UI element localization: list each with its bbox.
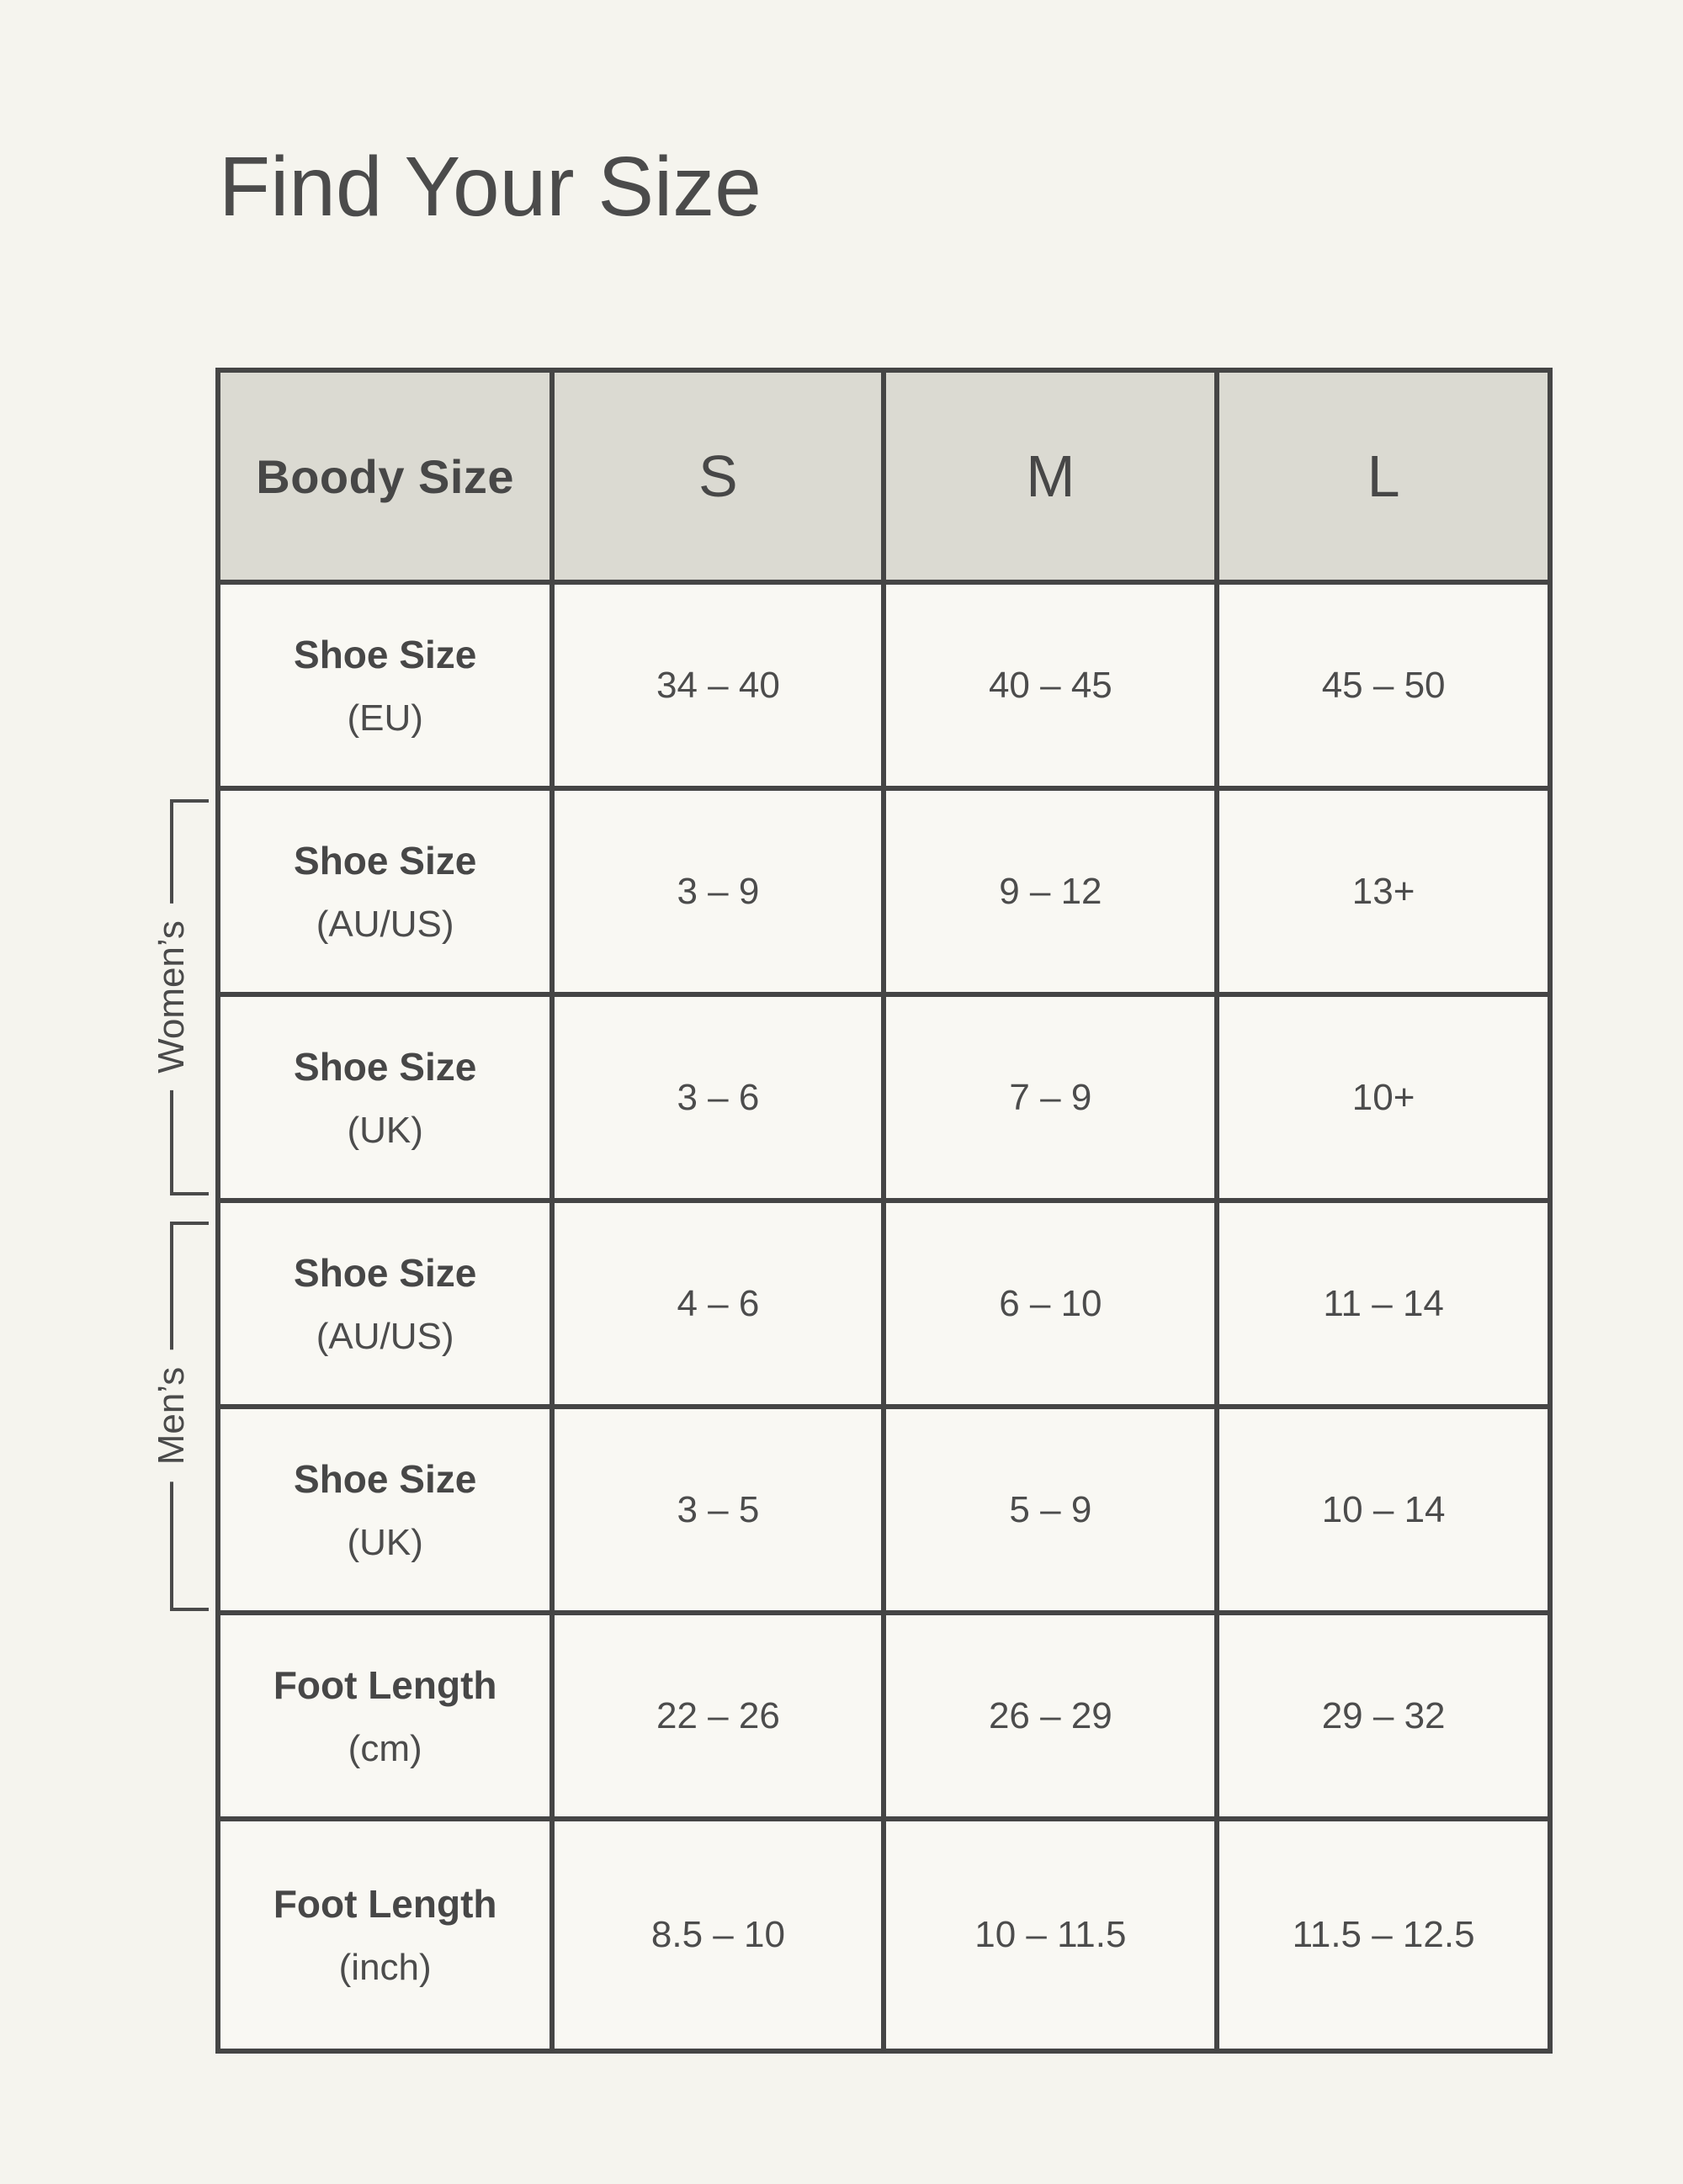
header-size-m: M xyxy=(881,368,1220,585)
table-header-row: Boody Size S M L xyxy=(215,368,1553,585)
page-title: Find Your Size xyxy=(219,140,762,234)
row-mens-shoe-size-uk: Shoe Size (UK) 3 – 5 5 – 9 10 – 14 xyxy=(215,1404,1553,1615)
row-label-foot-length-inch: Foot Length (inch) xyxy=(215,1816,555,2054)
cell-value: 7 – 9 xyxy=(881,992,1220,1203)
row-unit-text: (UK) xyxy=(347,1109,423,1151)
row-label-foot-length-cm: Foot Length (cm) xyxy=(215,1610,555,1821)
row-label-shoe-size-eu: Shoe Size (EU) xyxy=(215,580,555,791)
cell-value: 45 – 50 xyxy=(1214,580,1553,791)
header-size-l: L xyxy=(1214,368,1553,585)
row-shoe-size-eu: Shoe Size (EU) 34 – 40 40 – 45 45 – 50 xyxy=(215,580,1553,791)
row-foot-length-cm: Foot Length (cm) 22 – 26 26 – 29 29 – 32 xyxy=(215,1610,1553,1821)
row-unit-text: (inch) xyxy=(338,1947,432,1988)
mens-group-label: Men’s xyxy=(148,1349,195,1482)
cell-value: 3 – 9 xyxy=(549,786,887,997)
row-label-text: Foot Length xyxy=(273,1882,497,1926)
cell-value: 10 – 11.5 xyxy=(881,1816,1220,2054)
row-mens-shoe-size-au-us: Shoe Size (AU/US) 4 – 6 6 – 10 11 – 14 xyxy=(215,1198,1553,1409)
row-womens-shoe-size-au-us: Shoe Size (AU/US) 3 – 9 9 – 12 13+ xyxy=(215,786,1553,997)
row-foot-length-inch: Foot Length (inch) 8.5 – 10 10 – 11.5 11… xyxy=(215,1816,1553,2054)
cell-value: 13+ xyxy=(1214,786,1553,997)
row-label-text: Shoe Size xyxy=(294,1250,477,1295)
row-unit-text: (AU/US) xyxy=(316,1315,454,1357)
header-size-s: S xyxy=(549,368,887,585)
cell-value: 6 – 10 xyxy=(881,1198,1220,1409)
row-label-mens-au-us: Shoe Size (AU/US) xyxy=(215,1198,555,1409)
cell-value: 9 – 12 xyxy=(881,786,1220,997)
row-unit-text: (EU) xyxy=(347,697,423,739)
row-label-womens-au-us: Shoe Size (AU/US) xyxy=(215,786,555,997)
cell-value: 10 – 14 xyxy=(1214,1404,1553,1615)
cell-value: 10+ xyxy=(1214,992,1553,1203)
row-label-womens-uk: Shoe Size (UK) xyxy=(215,992,555,1203)
cell-value: 3 – 6 xyxy=(549,992,887,1203)
cell-value: 5 – 9 xyxy=(881,1404,1220,1615)
row-label-text: Shoe Size xyxy=(294,1044,477,1089)
header-boody-size: Boody Size xyxy=(215,368,555,585)
row-womens-shoe-size-uk: Shoe Size (UK) 3 – 6 7 – 9 10+ xyxy=(215,992,1553,1203)
cell-value: 11.5 – 12.5 xyxy=(1214,1816,1553,2054)
row-label-text: Foot Length xyxy=(273,1662,497,1707)
cell-value: 8.5 – 10 xyxy=(549,1816,887,2054)
cell-value: 4 – 6 xyxy=(549,1198,887,1409)
cell-value: 11 – 14 xyxy=(1214,1198,1553,1409)
cell-value: 40 – 45 xyxy=(881,580,1220,791)
cell-value: 26 – 29 xyxy=(881,1610,1220,1821)
row-unit-text: (AU/US) xyxy=(316,903,454,945)
row-unit-text: (cm) xyxy=(348,1727,422,1769)
row-unit-text: (UK) xyxy=(347,1521,423,1563)
womens-group-label: Women’s xyxy=(148,904,195,1090)
cell-value: 3 – 5 xyxy=(549,1404,887,1615)
row-label-text: Shoe Size xyxy=(294,632,477,676)
row-label-mens-uk: Shoe Size (UK) xyxy=(215,1404,555,1615)
size-chart-table: Boody Size S M L Shoe Size (EU) 34 – 40 … xyxy=(215,368,1553,2054)
cell-value: 34 – 40 xyxy=(549,580,887,791)
cell-value: 22 – 26 xyxy=(549,1610,887,1821)
row-label-text: Shoe Size xyxy=(294,838,477,883)
row-label-text: Shoe Size xyxy=(294,1456,477,1501)
cell-value: 29 – 32 xyxy=(1214,1610,1553,1821)
